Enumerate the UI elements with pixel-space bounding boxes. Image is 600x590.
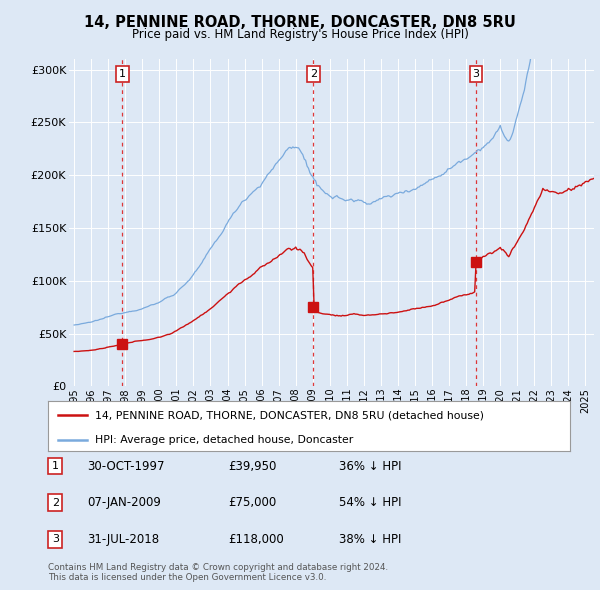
Text: 54% ↓ HPI: 54% ↓ HPI xyxy=(339,496,401,509)
Text: 2: 2 xyxy=(310,69,317,78)
Text: Price paid vs. HM Land Registry's House Price Index (HPI): Price paid vs. HM Land Registry's House … xyxy=(131,28,469,41)
Text: 14, PENNINE ROAD, THORNE, DONCASTER, DN8 5RU (detached house): 14, PENNINE ROAD, THORNE, DONCASTER, DN8… xyxy=(95,410,484,420)
Text: 38% ↓ HPI: 38% ↓ HPI xyxy=(339,533,401,546)
Text: 14, PENNINE ROAD, THORNE, DONCASTER, DN8 5RU: 14, PENNINE ROAD, THORNE, DONCASTER, DN8… xyxy=(84,15,516,30)
Text: 30-OCT-1997: 30-OCT-1997 xyxy=(87,460,164,473)
Text: 3: 3 xyxy=(52,535,59,544)
Text: 3: 3 xyxy=(473,69,479,78)
Text: 31-JUL-2018: 31-JUL-2018 xyxy=(87,533,159,546)
Text: HPI: Average price, detached house, Doncaster: HPI: Average price, detached house, Donc… xyxy=(95,435,353,445)
Text: £39,950: £39,950 xyxy=(228,460,277,473)
Text: Contains HM Land Registry data © Crown copyright and database right 2024.
This d: Contains HM Land Registry data © Crown c… xyxy=(48,563,388,582)
Text: 1: 1 xyxy=(52,461,59,471)
Text: 36% ↓ HPI: 36% ↓ HPI xyxy=(339,460,401,473)
Text: £118,000: £118,000 xyxy=(228,533,284,546)
Text: £75,000: £75,000 xyxy=(228,496,276,509)
Text: 07-JAN-2009: 07-JAN-2009 xyxy=(87,496,161,509)
Text: 2: 2 xyxy=(52,498,59,507)
Text: 1: 1 xyxy=(119,69,126,78)
